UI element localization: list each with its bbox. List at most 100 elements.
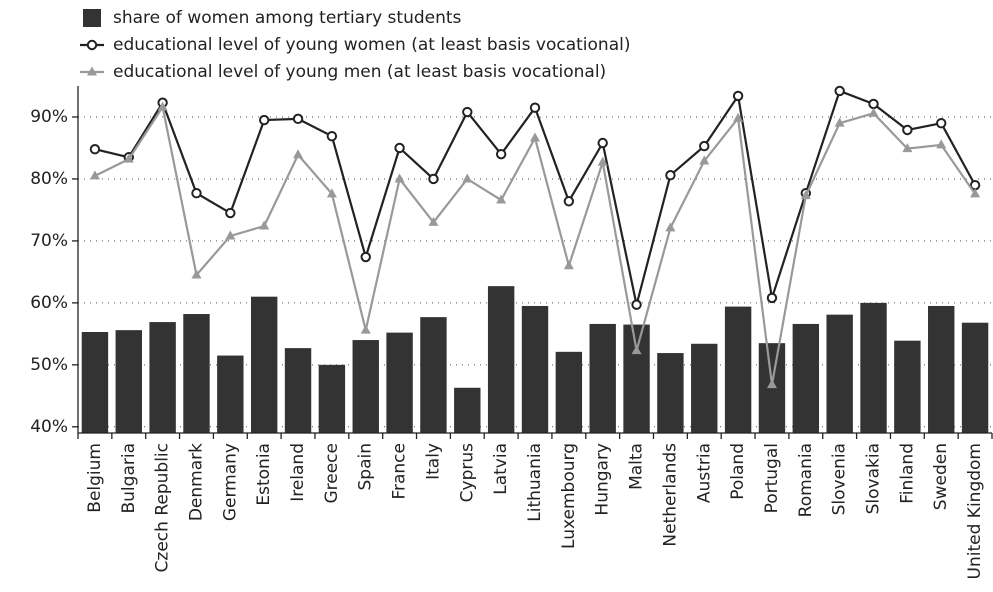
x-tick-label: Hungary [593,443,613,516]
x-tick-label: France [390,443,410,500]
y-tick-label: 80% [30,169,68,189]
bar [183,314,210,433]
point [326,130,338,142]
point [699,155,710,165]
point [495,148,507,160]
bar [724,306,752,433]
bar [623,324,650,433]
point [428,173,439,185]
point [766,292,778,304]
y-tick-label: 60% [30,293,68,313]
bar [81,331,109,433]
point [733,112,744,122]
point [258,114,270,126]
y-tick-label: 50% [30,355,68,375]
bar [149,322,176,433]
point [665,170,676,181]
point [902,143,913,153]
x-tick-label: Germany [220,443,240,521]
point [699,140,710,152]
bar [826,314,853,433]
point [732,90,744,102]
bar [284,348,312,433]
bar [420,317,447,433]
point [597,137,608,149]
point [970,188,981,198]
x-tick-label: Ireland [288,443,308,502]
x-tick-label: United Kingdom [965,443,985,579]
point [936,117,947,129]
point [563,260,574,270]
point [462,106,473,118]
x-tick-label: Estonia [254,443,274,506]
point [191,269,202,279]
x-tick-label: Austria [694,443,714,503]
x-tick-label: Spain [356,443,376,491]
x-tick-label: Poland [728,443,748,500]
x-tick-label: Slovenia [830,443,850,515]
x-tick-label: Czech Republic [153,443,173,572]
bar [454,387,481,433]
point [428,216,439,226]
x-tick-label: Denmark [186,443,206,521]
bar [318,364,346,433]
bar [386,332,413,433]
point [936,139,947,149]
point [89,144,101,155]
point [225,207,236,219]
x-tick-label: Lithuania [525,443,545,522]
legend-label: educational level of young women (at lea… [113,35,630,55]
point [766,379,777,389]
point [292,113,304,125]
point [665,222,676,232]
x-tick-label: Portugal [762,443,782,513]
y-tick-label: 90% [30,107,68,127]
point [394,173,405,183]
x-tick-label: Luxembourg [559,443,579,549]
y-tick-label: 70% [30,231,68,251]
point [597,156,608,166]
point [834,117,845,127]
x-tick-label: Cyprus [457,443,477,502]
point [123,153,134,163]
x-tick-label: Latvia [491,443,511,495]
x-tick-label: Sweden [931,443,951,510]
bar [521,305,549,433]
point [800,190,811,200]
y-tick-label: 40% [30,417,68,437]
x-tick-label: Greece [322,443,342,504]
bar [487,286,515,433]
bar [928,305,955,433]
bar [691,343,718,433]
x-tick-label: Netherlands [660,443,680,547]
point [868,107,879,117]
legend-swatch [83,9,101,27]
point [191,187,202,199]
point [496,194,507,204]
point [462,173,473,183]
bar [555,351,583,433]
legend-label: educational level of young men (at least… [113,62,606,82]
point [563,196,575,207]
bar [894,340,921,433]
point [868,98,879,110]
point [631,299,642,310]
point [530,132,540,142]
bar [352,340,379,433]
point [360,324,371,334]
point [529,102,541,113]
bar [589,323,616,433]
x-tick-label: Bulgaria [119,443,139,514]
point [360,251,371,263]
bar [657,353,684,433]
x-tick-label: Slovakia [864,443,884,514]
x-tick-label: Finland [897,443,917,504]
legend-marker [86,39,98,51]
x-tick-label: Belgium [85,443,105,513]
point [225,230,236,240]
bar [792,323,820,433]
point [89,170,100,180]
point [834,85,845,97]
legend-label: share of women among tertiary students [113,8,462,28]
